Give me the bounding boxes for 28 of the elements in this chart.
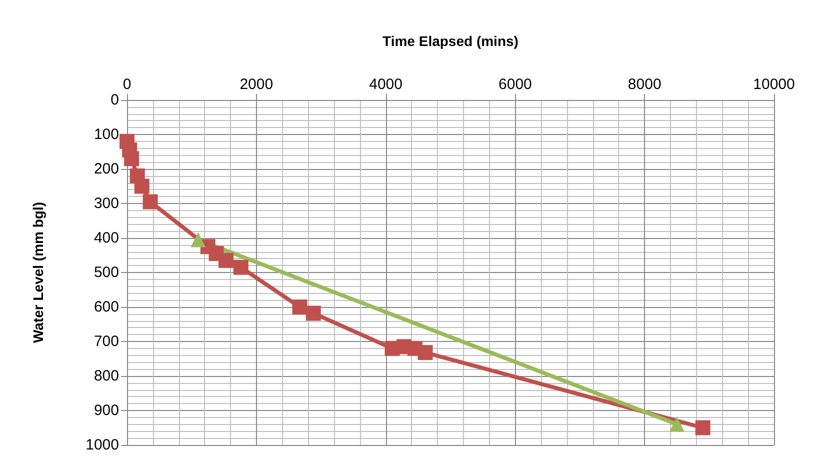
y-tick-label: 200 [94,160,119,178]
point [292,300,308,314]
y-tick-label: 800 [94,368,119,384]
x-tick-label: 6000 [498,76,532,93]
point [142,194,158,210]
x-tick-label: 0 [122,76,132,93]
y-tick-label: 300 [94,195,119,212]
point [124,151,140,166]
x-tick-label: 2000 [240,76,274,93]
point [218,252,234,268]
point [695,420,710,436]
x-axis-title: Time Elapsed (mins) [382,33,518,49]
y-tick-label: 400 [94,230,119,246]
x-tick-label: 4000 [369,76,402,93]
point [418,345,433,360]
x-tick-label: 10000 [753,76,795,93]
point [134,178,150,194]
y-tick-label: 0 [110,92,119,108]
y-tick-label: 900 [94,402,119,419]
y-tick-label: 100 [94,126,119,143]
y-tick-label: 500 [94,264,119,281]
y-tick-label: 700 [94,333,119,350]
point [306,306,321,321]
y-tick-label: 1000 [86,436,119,454]
y-axis-title: Water Level (mm bgl) [30,202,46,344]
y-tick-label: 600 [94,298,119,316]
x-tick-label: 8000 [628,76,662,93]
point [233,260,248,275]
